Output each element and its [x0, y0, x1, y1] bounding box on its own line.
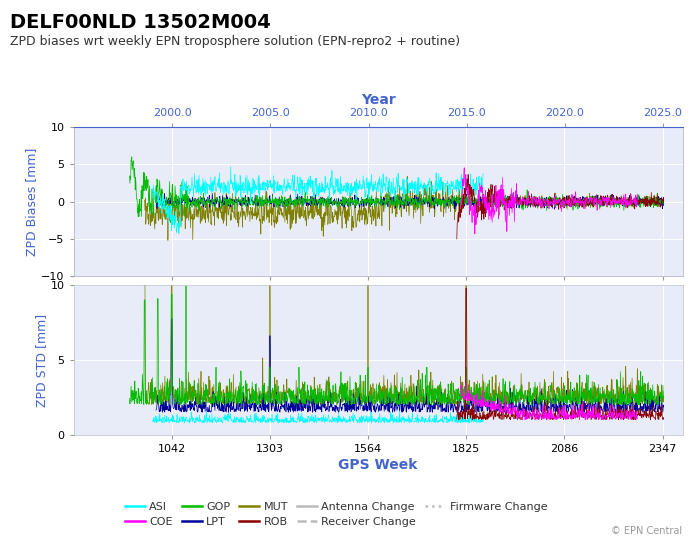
Y-axis label: ZPD STD [mm]: ZPD STD [mm] [35, 313, 48, 407]
Text: ZPD biases wrt weekly EPN troposphere solution (EPN-repro2 + routine): ZPD biases wrt weekly EPN troposphere so… [10, 35, 461, 48]
Legend: ASI, COE, GOP, LPT, MUT, ROB, Antenna Change, Receiver Change, Firmware Change: ASI, COE, GOP, LPT, MUT, ROB, Antenna Ch… [120, 497, 552, 532]
Y-axis label: ZPD Biases [mm]: ZPD Biases [mm] [25, 147, 38, 256]
Text: © EPN Central: © EPN Central [611, 525, 682, 536]
X-axis label: GPS Week: GPS Week [338, 458, 418, 472]
Text: DELF00NLD 13502M004: DELF00NLD 13502M004 [10, 14, 272, 32]
X-axis label: Year: Year [360, 93, 395, 107]
